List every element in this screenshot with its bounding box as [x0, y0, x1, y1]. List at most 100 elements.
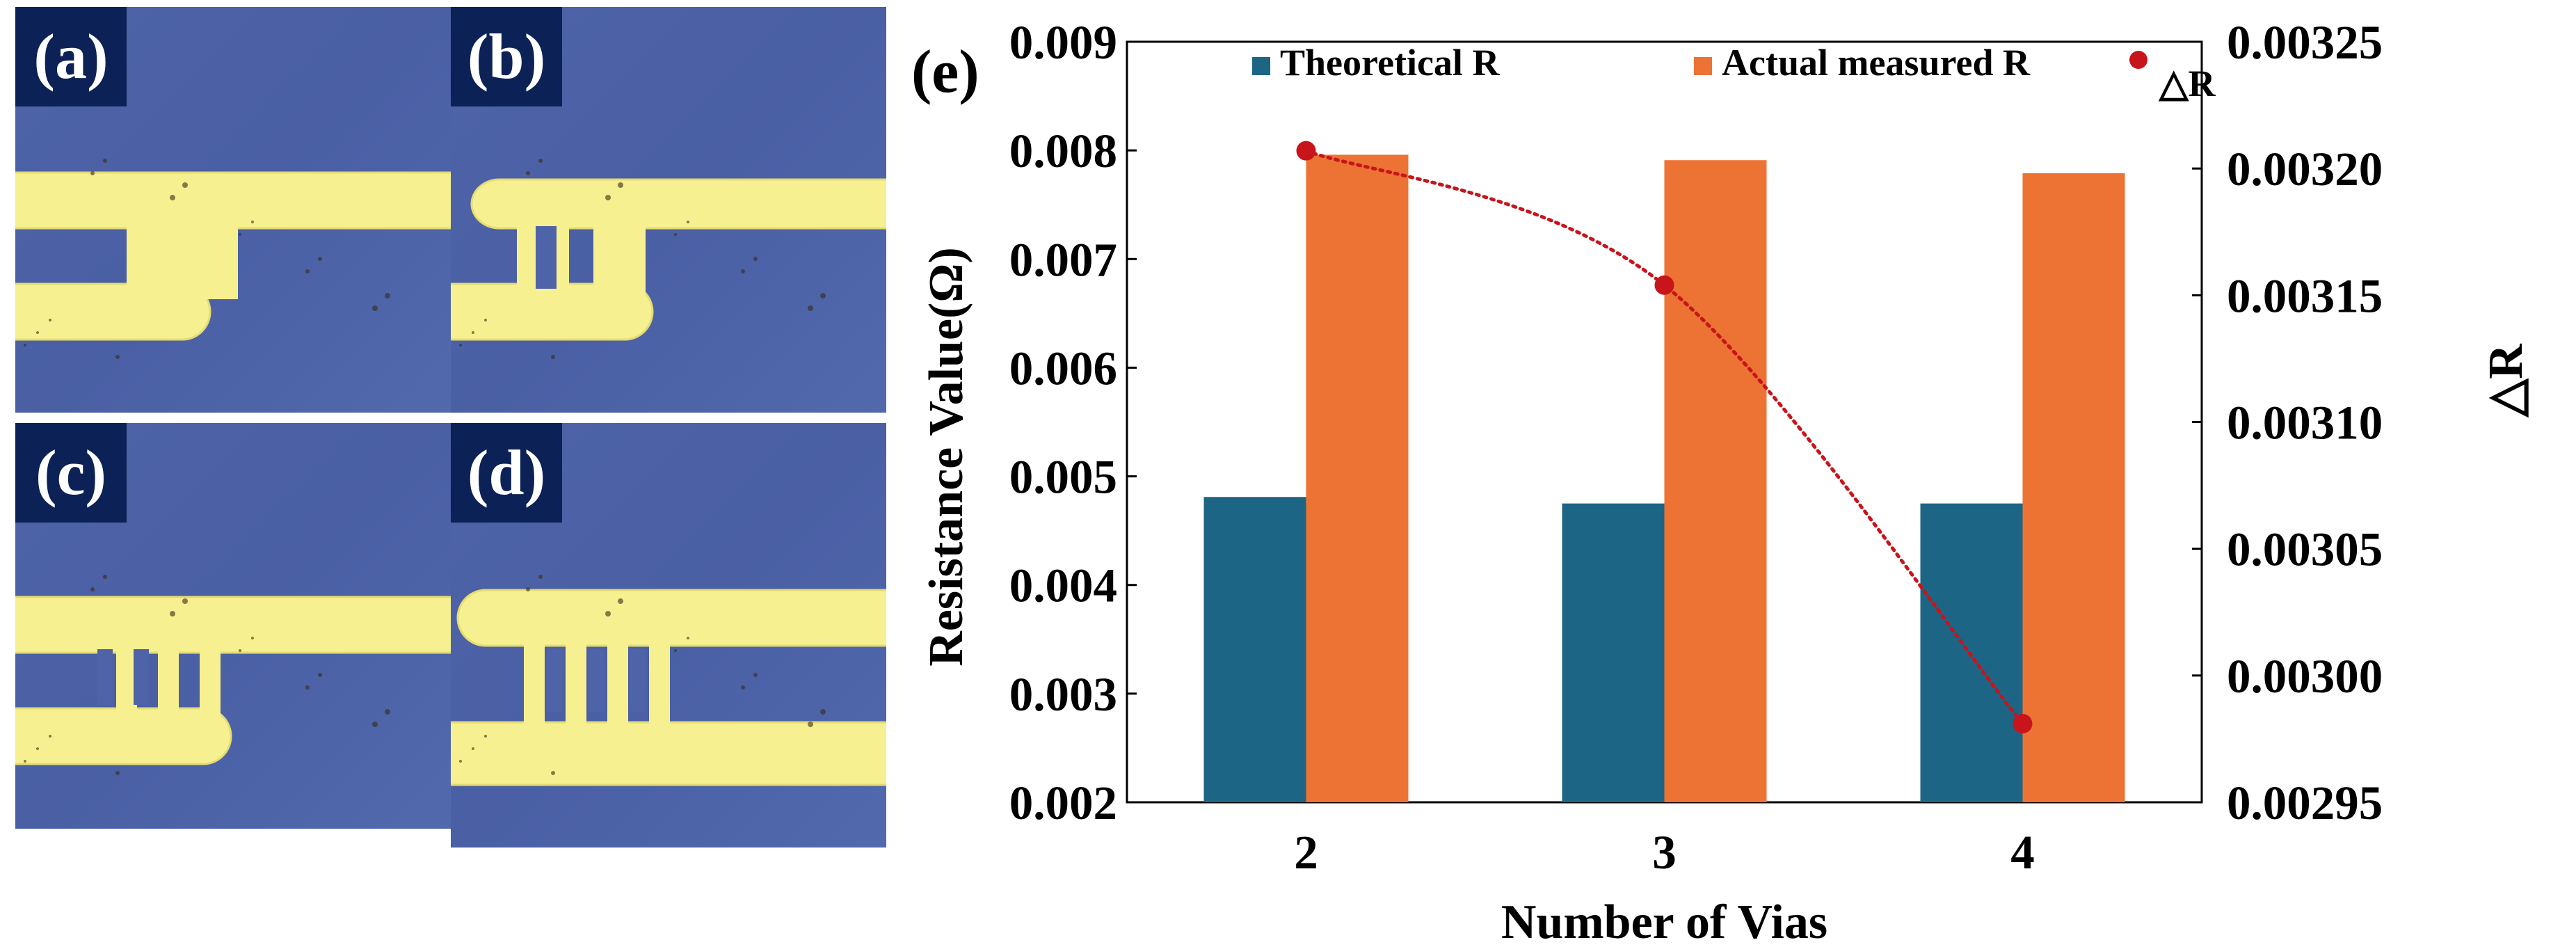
y2-tick-label: 0.00305	[2227, 523, 2383, 576]
y-tick-label: 0.006	[1009, 342, 1117, 395]
speck	[251, 637, 254, 639]
speck	[618, 598, 623, 604]
speck	[239, 649, 241, 652]
upper-trace	[470, 178, 886, 230]
speck	[170, 195, 175, 200]
y-tick-label: 0.008	[1009, 125, 1117, 177]
speck	[318, 673, 322, 677]
via-gap	[630, 649, 646, 712]
speck	[674, 233, 677, 236]
speck	[182, 182, 188, 188]
speck	[605, 195, 611, 200]
bar-measured-4	[2022, 173, 2125, 802]
micrograph-b: (b)	[451, 7, 886, 413]
speck	[472, 331, 474, 334]
speck	[484, 735, 487, 738]
speck	[484, 319, 487, 321]
upper-trace	[456, 589, 886, 647]
speck	[90, 171, 95, 175]
via-bridge	[566, 639, 586, 729]
x-tick-label-4: 4	[2010, 826, 2035, 879]
speck	[385, 709, 390, 715]
speck	[305, 269, 310, 273]
legend-marker-delta	[2129, 51, 2147, 69]
bar-theoretical-2	[1203, 497, 1306, 802]
bar-measured-3	[1664, 160, 1767, 803]
via-bridge	[200, 639, 221, 715]
speck	[459, 344, 462, 347]
resistance-chart: (e) 0.0020.0030.0040.0050.0060.0070.0080…	[911, 16, 2533, 947]
y-tick-label: 0.007	[1009, 233, 1117, 286]
speck	[551, 355, 555, 359]
speck	[687, 221, 689, 223]
x-tick-label-3: 3	[1652, 826, 1677, 879]
via-gap	[134, 649, 149, 705]
x-axis-ticks: 2 3 4	[1294, 826, 2035, 879]
speck	[753, 257, 758, 261]
speck	[251, 221, 254, 223]
legend-label-measured: Actual measured R	[1722, 42, 2031, 83]
legend-label-theoretical: Theoretical R	[1280, 42, 1500, 83]
trace-drawing-b	[451, 159, 886, 359]
speck	[472, 747, 474, 750]
speck	[605, 611, 611, 616]
legend: Theoretical R Actual measured R △R	[1252, 42, 2216, 104]
y2-tick-label: 0.00300	[2227, 650, 2383, 703]
via-gap	[547, 649, 562, 712]
via-gap	[589, 649, 604, 712]
speck	[820, 709, 826, 715]
x-axis-label: Number of Vias	[1501, 896, 1827, 947]
y2-axis-label: △R	[2479, 343, 2533, 418]
legend-swatch-theoretical	[1252, 57, 1270, 75]
speck	[115, 771, 120, 775]
legend-swatch-measured	[1694, 57, 1712, 75]
traces-b	[451, 159, 886, 359]
chart-panel-label: (e)	[911, 38, 979, 106]
speck	[538, 575, 543, 579]
speck	[36, 331, 39, 334]
micrograph-a: (a)	[15, 7, 451, 413]
speck	[49, 319, 51, 321]
micrograph-d: (d)	[451, 423, 886, 847]
speck	[103, 159, 107, 163]
speck	[372, 305, 378, 311]
via-bridge	[649, 639, 670, 729]
speck	[49, 735, 51, 738]
bar-theoretical-4	[1920, 503, 2023, 802]
traces-d	[451, 575, 886, 786]
speck	[674, 649, 677, 652]
speck	[551, 771, 555, 775]
speck	[305, 685, 310, 690]
via-bridge	[607, 639, 628, 729]
via-bridge	[524, 639, 545, 729]
speck	[24, 344, 26, 347]
speck	[385, 293, 390, 299]
speck	[115, 355, 120, 359]
speck	[808, 305, 813, 311]
speck	[36, 747, 39, 750]
right-axis-ticks: 0.00295 0.00300 0.00305 0.00310 0.00315 0.003…	[2192, 16, 2383, 829]
delta-r-point-4	[2013, 714, 2033, 734]
delta-r-group	[1296, 141, 2033, 734]
y-tick-label: 0.009	[1009, 16, 1117, 69]
via-gap	[536, 226, 557, 289]
upper-trace	[15, 596, 451, 654]
bars-group	[1203, 154, 2125, 803]
y-tick-label: 0.002	[1009, 777, 1117, 829]
y2-tick-label: 0.00295	[2227, 777, 2383, 829]
speck	[753, 673, 758, 677]
y2-tick-label: 0.00315	[2227, 269, 2383, 322]
speck	[538, 159, 543, 163]
y-tick-label: 0.005	[1009, 451, 1117, 504]
speck	[318, 257, 322, 261]
trace-drawing-a	[15, 159, 451, 359]
panel-label-a: (a)	[15, 7, 127, 106]
x-tick-label-2: 2	[1294, 826, 1318, 879]
y2-tick-label: 0.00310	[2227, 397, 2383, 449]
trace-drawing-c	[15, 575, 451, 775]
speck	[618, 182, 623, 188]
lower-trace	[15, 707, 232, 765]
y-tick-label: 0.003	[1009, 668, 1117, 721]
speck	[808, 722, 813, 727]
speck	[103, 575, 107, 579]
